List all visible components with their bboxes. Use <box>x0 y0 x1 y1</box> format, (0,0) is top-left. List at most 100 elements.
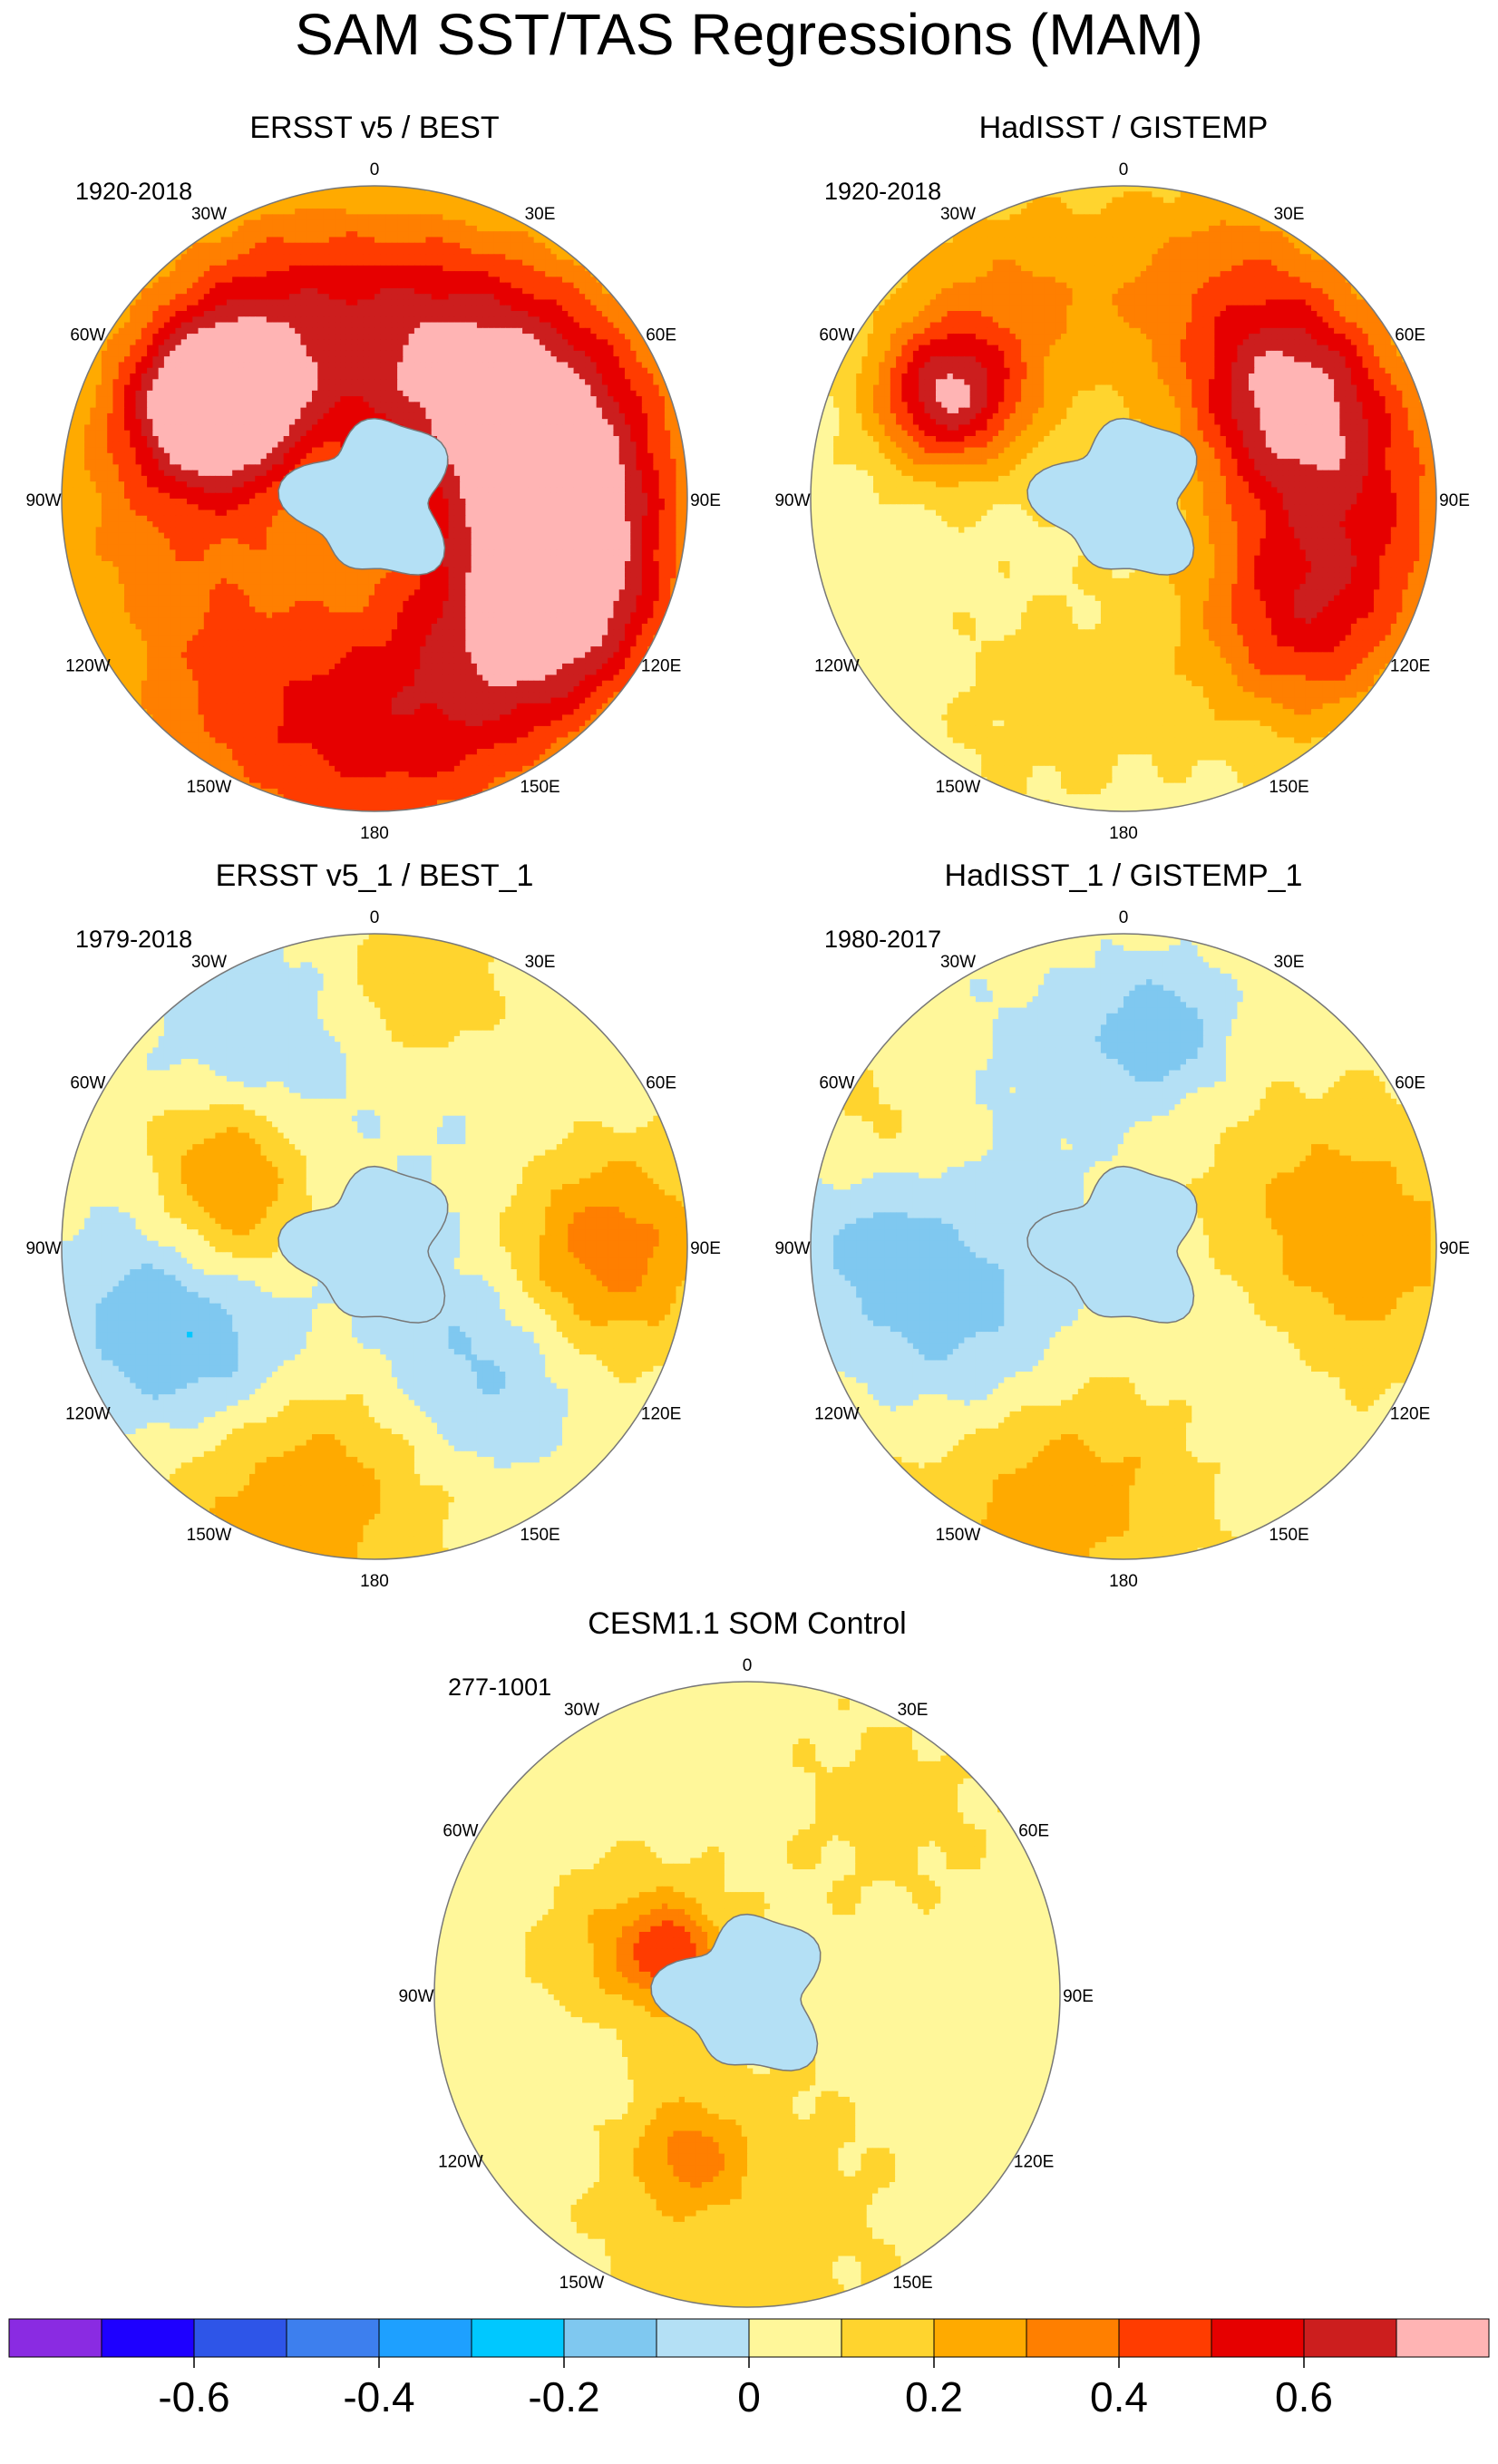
field-cell <box>608 464 615 471</box>
field-cell <box>556 311 563 317</box>
field-cell <box>283 464 290 471</box>
field-cell <box>374 327 381 335</box>
field-cell <box>152 487 160 494</box>
field-cell <box>391 390 398 397</box>
field-cell <box>317 447 325 454</box>
field-cell <box>608 475 615 482</box>
field-cell <box>539 424 546 432</box>
field-cell <box>385 282 393 289</box>
field-cell <box>460 424 466 432</box>
field-cell <box>300 311 307 317</box>
field-cell <box>618 481 626 489</box>
field-cell <box>437 209 443 215</box>
field-cell <box>260 487 268 494</box>
field-cell <box>618 356 626 364</box>
field-cell <box>130 407 137 414</box>
field-cell <box>550 265 558 272</box>
field-cell <box>533 492 540 500</box>
field-cell <box>272 287 278 295</box>
field-cell <box>249 430 256 437</box>
field-cell <box>300 350 307 357</box>
field-cell <box>460 356 466 364</box>
field-cell <box>476 214 483 221</box>
field-cell <box>596 430 603 437</box>
field-cell <box>550 430 558 437</box>
field-cell <box>215 436 222 442</box>
field-cell <box>192 430 199 437</box>
field-cell <box>482 350 490 357</box>
field-cell <box>357 344 365 352</box>
field-cell <box>73 441 80 449</box>
field-cell <box>437 316 443 324</box>
field-cell <box>295 356 302 364</box>
field-cell <box>522 259 529 267</box>
field-cell <box>345 322 353 329</box>
field-cell <box>335 197 341 204</box>
field-cell <box>516 379 523 386</box>
field-cell <box>585 481 591 489</box>
field-cell <box>220 327 228 335</box>
field-cell <box>323 271 330 277</box>
field-cell <box>476 407 483 414</box>
field-cell <box>243 407 250 414</box>
field-cell <box>385 197 393 204</box>
field-cell <box>323 214 330 221</box>
field-cell <box>175 327 182 335</box>
field-cell <box>187 271 193 277</box>
field-cell <box>550 271 558 277</box>
field-cell <box>465 424 472 432</box>
field-cell <box>135 299 142 306</box>
field-cell <box>351 311 358 317</box>
field-cell <box>306 402 313 409</box>
field-cell <box>658 492 666 500</box>
field-cell <box>676 441 683 449</box>
field-cell <box>220 373 228 380</box>
field-cell <box>516 327 523 335</box>
field-cell <box>203 322 210 329</box>
field-cell <box>238 384 245 392</box>
field-cell <box>101 504 108 511</box>
field-cell <box>493 242 501 249</box>
field-cell <box>613 396 620 403</box>
field-cell <box>187 327 193 335</box>
field-cell <box>482 475 490 482</box>
field-cell <box>232 436 239 442</box>
field-cell <box>323 407 330 414</box>
field-cell <box>335 436 341 442</box>
field-cell <box>550 492 558 500</box>
field-cell <box>385 379 393 386</box>
field-cell <box>255 334 262 340</box>
field-cell <box>312 191 318 199</box>
field-cell <box>152 402 160 409</box>
field-cell <box>641 367 648 374</box>
field-cell <box>460 237 466 244</box>
field-cell <box>220 384 228 392</box>
field-cell <box>641 436 648 442</box>
field-cell <box>163 390 170 397</box>
field-cell <box>272 339 278 346</box>
field-cell <box>175 356 182 364</box>
field-cell <box>471 334 478 340</box>
field-cell <box>78 452 85 460</box>
field-cell <box>328 248 336 255</box>
field-cell <box>266 447 273 454</box>
field-cell <box>522 492 529 500</box>
field-cell <box>345 219 353 227</box>
field-cell <box>288 316 296 324</box>
field-cell <box>505 282 512 289</box>
field-cell <box>539 271 546 277</box>
field-cell <box>453 396 461 403</box>
field-cell <box>170 396 177 403</box>
field-cell <box>323 282 330 289</box>
field-cell <box>420 202 427 209</box>
field-cell <box>277 299 285 306</box>
field-cell <box>533 350 540 357</box>
field-cell <box>255 373 262 380</box>
field-cell <box>476 242 483 249</box>
field-cell <box>453 294 461 301</box>
field-cell <box>158 287 165 295</box>
field-cell <box>130 464 137 471</box>
field-cell <box>192 299 199 306</box>
field-cell <box>413 322 421 329</box>
field-cell <box>601 390 608 397</box>
